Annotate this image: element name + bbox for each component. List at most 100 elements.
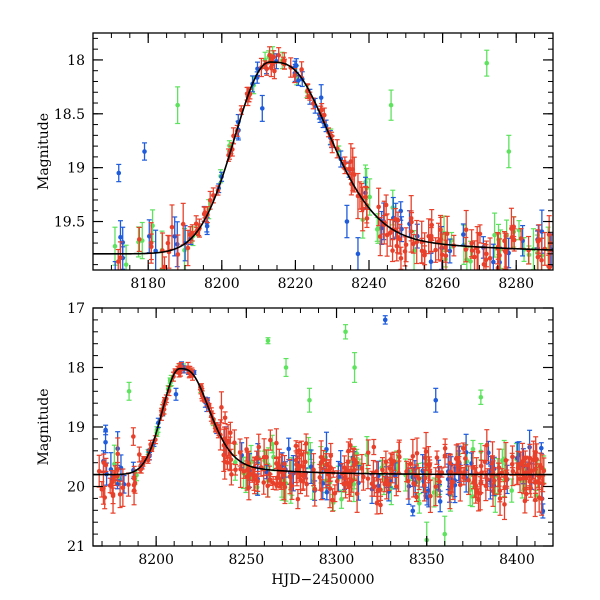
data-point-red (120, 468, 126, 507)
data-point-red (536, 224, 542, 257)
data-point-green (388, 89, 394, 121)
x-tick-label: 8250 (229, 552, 265, 568)
data-point-red (175, 234, 181, 270)
data-point-red (318, 479, 324, 501)
data-point-red (384, 213, 390, 257)
data-point-red (346, 162, 352, 176)
data-point-blue (173, 387, 179, 401)
data-point-green (343, 324, 349, 340)
data-point-red (427, 479, 433, 514)
data-point-blue (142, 142, 148, 161)
data-point-red (423, 431, 429, 472)
data-point-green (265, 337, 271, 345)
data-point-red (365, 468, 371, 490)
x-tick-label: 8300 (319, 552, 355, 568)
bottom-panel: 8200 8250 8300 8350 8400 17 18 19 20 21 Magnitude H… (36, 301, 554, 588)
data-point-red (265, 474, 271, 498)
y-axis-label: Magnitude (36, 113, 52, 190)
x-tick-label: 8200 (204, 276, 240, 292)
x-tick-label: 8350 (409, 552, 445, 568)
y-tick-label: 18.5 (54, 107, 85, 123)
data-point-red (117, 480, 123, 509)
data-point-red (442, 438, 448, 459)
data-point-red (434, 450, 440, 465)
data-point-red (271, 62, 277, 80)
data-point-red (390, 239, 396, 263)
top-panel: 8180 8200 8220 8240 8260 8280 18 18.5 19 19.5 Magn… (36, 32, 554, 292)
data-point-red (469, 229, 475, 258)
model-fit-curve (93, 367, 552, 476)
data-point-blue (490, 243, 496, 270)
data-point-red (161, 256, 167, 270)
data-point-red (287, 458, 293, 495)
data-point-red (136, 446, 142, 463)
data-point-red (437, 465, 443, 498)
data-point-red (462, 444, 468, 473)
data-point-red (96, 454, 102, 488)
y-tick-label: 18 (67, 361, 85, 377)
data-point-blue (398, 201, 404, 221)
data-point-blue (324, 484, 330, 501)
data-point-red (404, 460, 410, 483)
data-point-red (293, 445, 299, 475)
data-point-red (433, 237, 439, 263)
plot-area (93, 315, 552, 546)
data-point-red (395, 220, 401, 254)
x-tick-label: 8260 (425, 276, 461, 292)
data-point-red (477, 224, 483, 244)
data-point-blue (520, 224, 526, 257)
data-point-red (539, 454, 545, 482)
data-point-green (416, 493, 422, 514)
data-point-red (536, 463, 542, 491)
data-point-red (495, 233, 501, 260)
y-tick-label: 18 (67, 53, 85, 69)
data-point-green (431, 477, 437, 508)
data-point-red (207, 190, 213, 210)
data-point-blue (259, 94, 265, 122)
data-point-red (365, 439, 371, 466)
data-point-red (136, 226, 142, 253)
plot-frame (92, 32, 554, 271)
data-point-blue (286, 437, 292, 461)
data-point-red (267, 429, 273, 451)
x-tick-label: 8220 (278, 276, 314, 292)
data-point-red (485, 468, 491, 491)
data-point-red (414, 219, 420, 265)
data-point-red (447, 453, 453, 473)
y-axis-label: Magnitude (36, 388, 52, 465)
data-point-green (306, 387, 312, 413)
data-point-red (273, 428, 279, 458)
data-point-red (327, 469, 333, 509)
data-point-red (102, 485, 108, 510)
data-point-blue (382, 315, 388, 325)
data-point-blue (460, 223, 466, 246)
data-point-red (354, 454, 360, 471)
data-point-green (478, 389, 484, 405)
data-point-red (301, 449, 307, 484)
data-point-red (398, 246, 404, 270)
data-point-red (509, 445, 515, 469)
data-point-red (428, 219, 434, 253)
data-point-red (410, 438, 416, 474)
data-point-red (539, 481, 545, 516)
data-point-red (378, 495, 384, 515)
data-point-red (501, 488, 507, 521)
data-point-red (244, 462, 250, 491)
data-point-blue (410, 505, 416, 517)
data-point-red (384, 462, 390, 500)
y-tick-label: 21 (67, 539, 85, 555)
data-point-red (397, 223, 403, 255)
data-point-green (352, 352, 358, 383)
data-point-red (527, 476, 533, 487)
data-point-green (484, 49, 490, 77)
data-point-red (403, 227, 409, 263)
data-point-green (509, 478, 515, 503)
data-point-red (393, 476, 399, 497)
data-point-red (487, 237, 493, 270)
y-tick-label: 19 (67, 161, 85, 177)
data-point-blue (103, 424, 109, 436)
data-point-red (107, 477, 113, 494)
data-point-red (463, 209, 469, 250)
data-point-red (185, 229, 191, 267)
